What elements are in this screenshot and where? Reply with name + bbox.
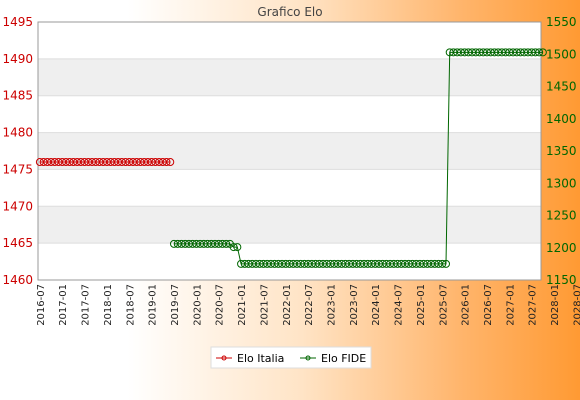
x-tick-label: 2017-01 (58, 284, 69, 326)
y-left-tick-label: 1465 (2, 236, 33, 250)
x-tick-label: 2019-07 (170, 284, 181, 326)
x-tick-label: 2022-07 (304, 284, 315, 326)
data-point-elo-fide (233, 243, 242, 252)
x-tick-label: 2021-01 (237, 284, 248, 326)
data-point-elo-italia (166, 158, 175, 167)
x-tick-label: 2023-07 (349, 284, 360, 326)
x-tick-label: 2020-07 (215, 284, 226, 326)
y-left-tick-label: 1475 (2, 162, 33, 176)
x-tick-label: 2028-01 (550, 284, 561, 326)
x-tick-label: 2025-01 (416, 284, 427, 326)
x-tick-label: 2024-07 (394, 284, 405, 326)
x-tick-label: 2026-07 (483, 284, 494, 326)
data-point-elo-fide (441, 259, 450, 268)
legend-label-elo-italia: Elo Italia (237, 352, 284, 365)
x-tick-label: 2023-01 (326, 284, 337, 326)
y-right-tick-label: 1450 (546, 80, 577, 94)
legend-marker-elo-fide (305, 355, 311, 361)
x-tick-label: 2025-07 (438, 284, 449, 326)
x-tick-label: 2017-07 (81, 284, 92, 326)
y-left-tick-label: 1480 (2, 126, 33, 140)
y-left-tick-label: 1485 (2, 89, 33, 103)
y-right-tick-label: 1550 (546, 15, 577, 29)
x-tick-label: 2021-07 (259, 284, 270, 326)
y-right-tick-label: 1350 (546, 144, 577, 158)
legend-box (210, 346, 372, 369)
data-point-elo-fide (222, 239, 231, 248)
y-left-tick-label: 1495 (2, 15, 33, 29)
grid-band (38, 58, 541, 96)
x-tick-label: 2026-01 (461, 284, 472, 326)
legend: Elo Italia Elo FIDE (210, 346, 372, 369)
x-tick-label: 2018-07 (125, 284, 136, 326)
data-point-elo-fide (538, 48, 547, 57)
series-line-elo-fide (174, 51, 543, 265)
y-right-tick-label: 1300 (546, 176, 577, 190)
y-right-tick-label: 1400 (546, 112, 577, 126)
x-tick-label: 2016-07 (36, 284, 47, 326)
data-point-elo-fide (535, 48, 544, 57)
y-right-tick-label: 1150 (546, 273, 577, 287)
y-left-tick-label: 1460 (2, 273, 33, 287)
x-tick-label: 2019-01 (148, 284, 159, 326)
x-tick-label: 2028-07 (572, 284, 580, 326)
x-tick-label: 2027-07 (528, 284, 539, 326)
x-tick-label: 2024-01 (371, 284, 382, 326)
y-left-tick-label: 1470 (2, 199, 33, 213)
x-tick-label: 2020-01 (192, 284, 203, 326)
legend-label-elo-fide: Elo FIDE (321, 352, 366, 365)
y-left-tick-label: 1490 (2, 52, 33, 66)
x-tick-label: 2022-01 (282, 284, 293, 326)
y-right-tick-label: 1250 (546, 209, 577, 223)
x-tick-label: 2027-01 (505, 284, 516, 326)
legend-marker-elo-italia (221, 355, 227, 361)
x-tick-label: 2018-01 (103, 284, 114, 326)
plot-frame (37, 21, 542, 281)
grid-band (38, 206, 541, 244)
y-right-tick-label: 1500 (546, 47, 577, 61)
data-point-elo-fide (229, 243, 238, 252)
y-right-tick-label: 1200 (546, 241, 577, 255)
chart-title: Grafico Elo (257, 5, 322, 19)
data-point-elo-italia (162, 158, 171, 167)
data-point-elo-fide (438, 259, 447, 268)
